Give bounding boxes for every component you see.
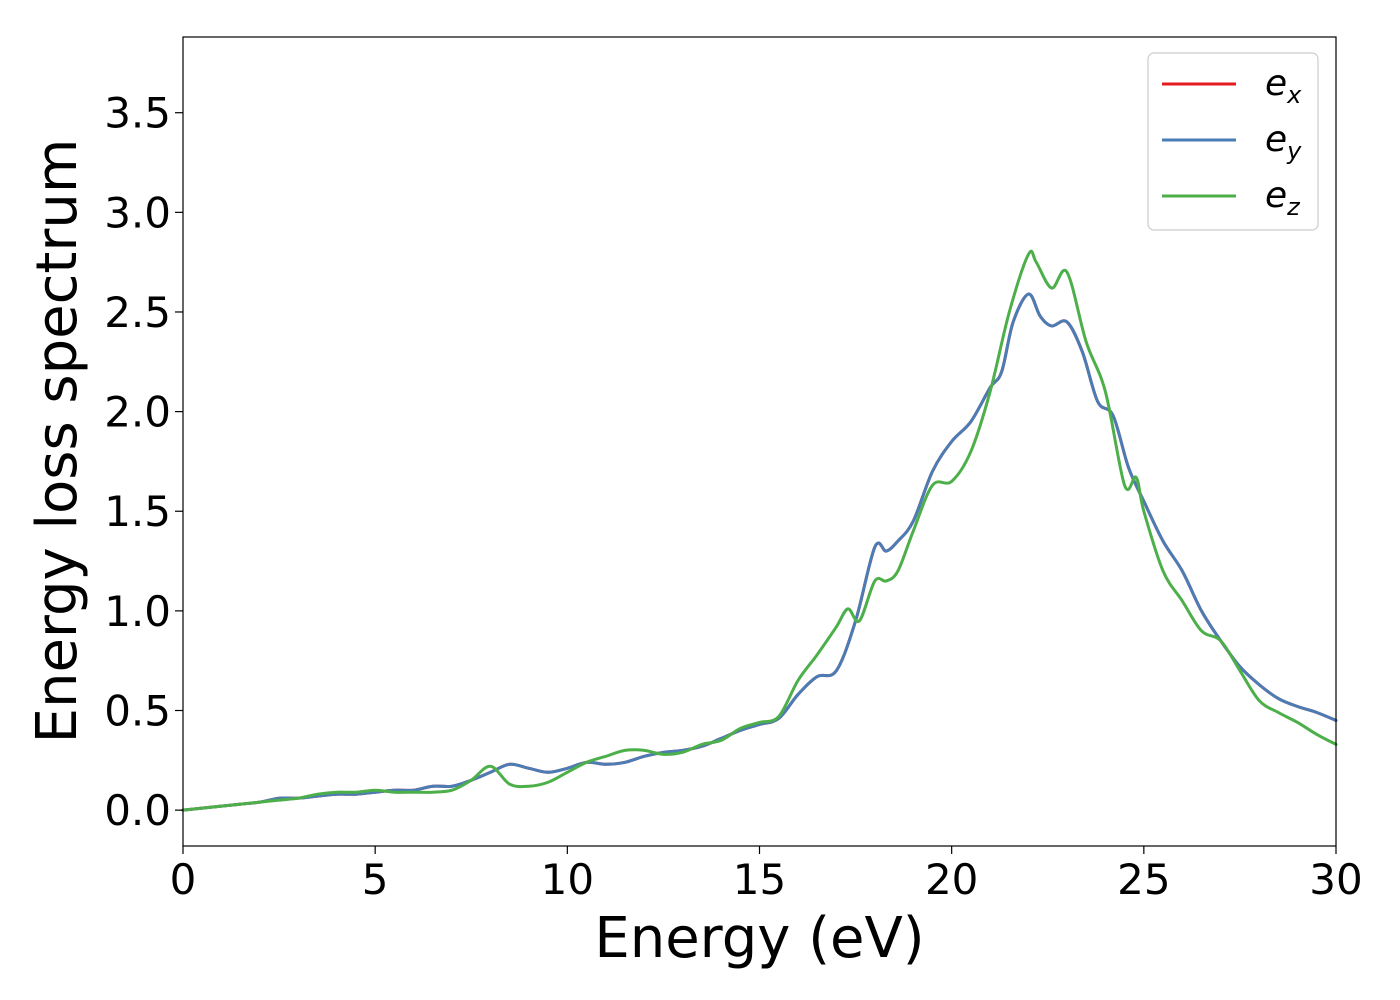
legend-label-e-y: ey [1265, 119, 1302, 165]
y-tick-label: 3.0 [104, 188, 171, 237]
y-tick-label: 2.5 [104, 288, 171, 337]
legend: ex ey ez [1147, 52, 1319, 231]
y-tick-label: 0.0 [104, 786, 171, 835]
y-tick-label: 3.5 [104, 89, 171, 138]
x-tick-label: 10 [541, 855, 594, 904]
x-axis-label: Energy (eV) [594, 906, 924, 971]
x-tick-label: 30 [1309, 855, 1362, 904]
y-axis-label: Energy loss spectrum [25, 139, 90, 744]
legend-label-e-z: ez [1265, 175, 1301, 221]
series-layer [181, 249, 1338, 812]
x-tick-label: 15 [733, 855, 786, 904]
x-tick-label: 25 [1117, 855, 1170, 904]
y-tick-label: 2.0 [104, 388, 171, 437]
plot-area [183, 37, 1336, 846]
x-tick-label: 5 [362, 855, 389, 904]
x-tick-label: 20 [925, 855, 978, 904]
y-axis: 0.0 0.5 1.0 1.5 2.0 2.5 3.0 3.5 [104, 89, 183, 835]
x-tick-label: 0 [170, 855, 197, 904]
legend-label-e-x: ex [1265, 63, 1302, 109]
y-tick-label: 0.5 [104, 687, 171, 736]
y-tick-label: 1.5 [104, 487, 171, 536]
x-axis: 0 5 10 15 20 25 30 [170, 846, 1363, 904]
y-tick-label: 1.0 [104, 587, 171, 636]
series-line-e-z [181, 249, 1338, 812]
